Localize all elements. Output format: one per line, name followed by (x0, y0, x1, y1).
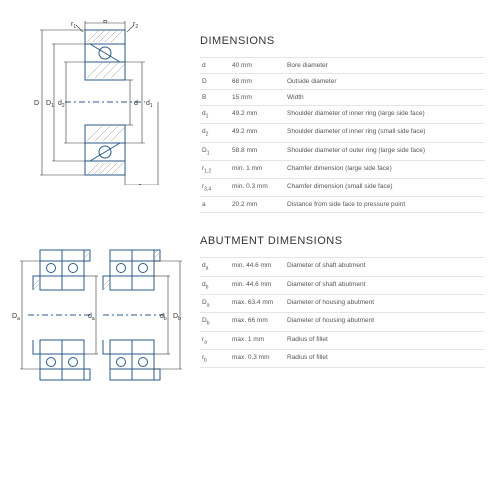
table-row: a20.2 mmDistance from side face to press… (200, 197, 485, 213)
table-row: D158.8 mmShoulder diameter of outer ring… (200, 142, 485, 160)
dimensions-heading: DIMENSIONS (200, 35, 485, 47)
svg-text:r2: r2 (133, 21, 138, 30)
svg-text:Da: Da (12, 313, 20, 322)
table-row: ramax. 1 mmRadius of fillet (200, 331, 485, 349)
svg-text:d2: d2 (58, 100, 65, 109)
table-row: B15 mmWidth (200, 90, 485, 106)
svg-text:d: d (134, 100, 138, 107)
svg-text:D1: D1 (46, 100, 54, 109)
table-row: d149.2 mmShoulder diameter of inner ring… (200, 106, 485, 124)
abutment-table: damin. 44.6 mmDiameter of shaft abutment… (200, 257, 485, 368)
table-row: d249.2 mmShoulder diameter of inner ring… (200, 124, 485, 142)
table-row: rbmax. 0.3 mmRadius of fillet (200, 349, 485, 367)
svg-text:r1: r1 (71, 21, 76, 30)
abutment-heading: ABUTMENT DIMENSIONS (200, 235, 485, 247)
abutment-diagram: Da da db Db (8, 240, 188, 390)
svg-text:B: B (103, 20, 108, 25)
table-row: Dbmax. 66 mmDiameter of housing abutment (200, 313, 485, 331)
dimensions-table: d40 mmBore diameterD68 mmOutside diamete… (200, 57, 485, 213)
svg-text:db: db (160, 313, 167, 322)
table-row: r3,4min. 0.3 mmChamfer dimension (small … (200, 179, 485, 197)
svg-text:da: da (88, 313, 95, 322)
svg-text:D: D (34, 100, 39, 107)
table-row: r1,2min. 1 mmChamfer dimension (large si… (200, 160, 485, 178)
table-row: d40 mmBore diameter (200, 58, 485, 74)
table-row: dbmin. 44.6 mmDiameter of shaft abutment (200, 276, 485, 294)
bearing-cross-section-diagram: D D1 d2 B r1 r2 d d1 a (10, 20, 185, 185)
svg-text:a: a (138, 183, 142, 185)
table-row: Damax. 63.4 mmDiameter of housing abutme… (200, 295, 485, 313)
table-row: damin. 44.6 mmDiameter of shaft abutment (200, 258, 485, 276)
table-row: D68 mmOutside diameter (200, 74, 485, 90)
svg-text:d1: d1 (146, 100, 153, 109)
